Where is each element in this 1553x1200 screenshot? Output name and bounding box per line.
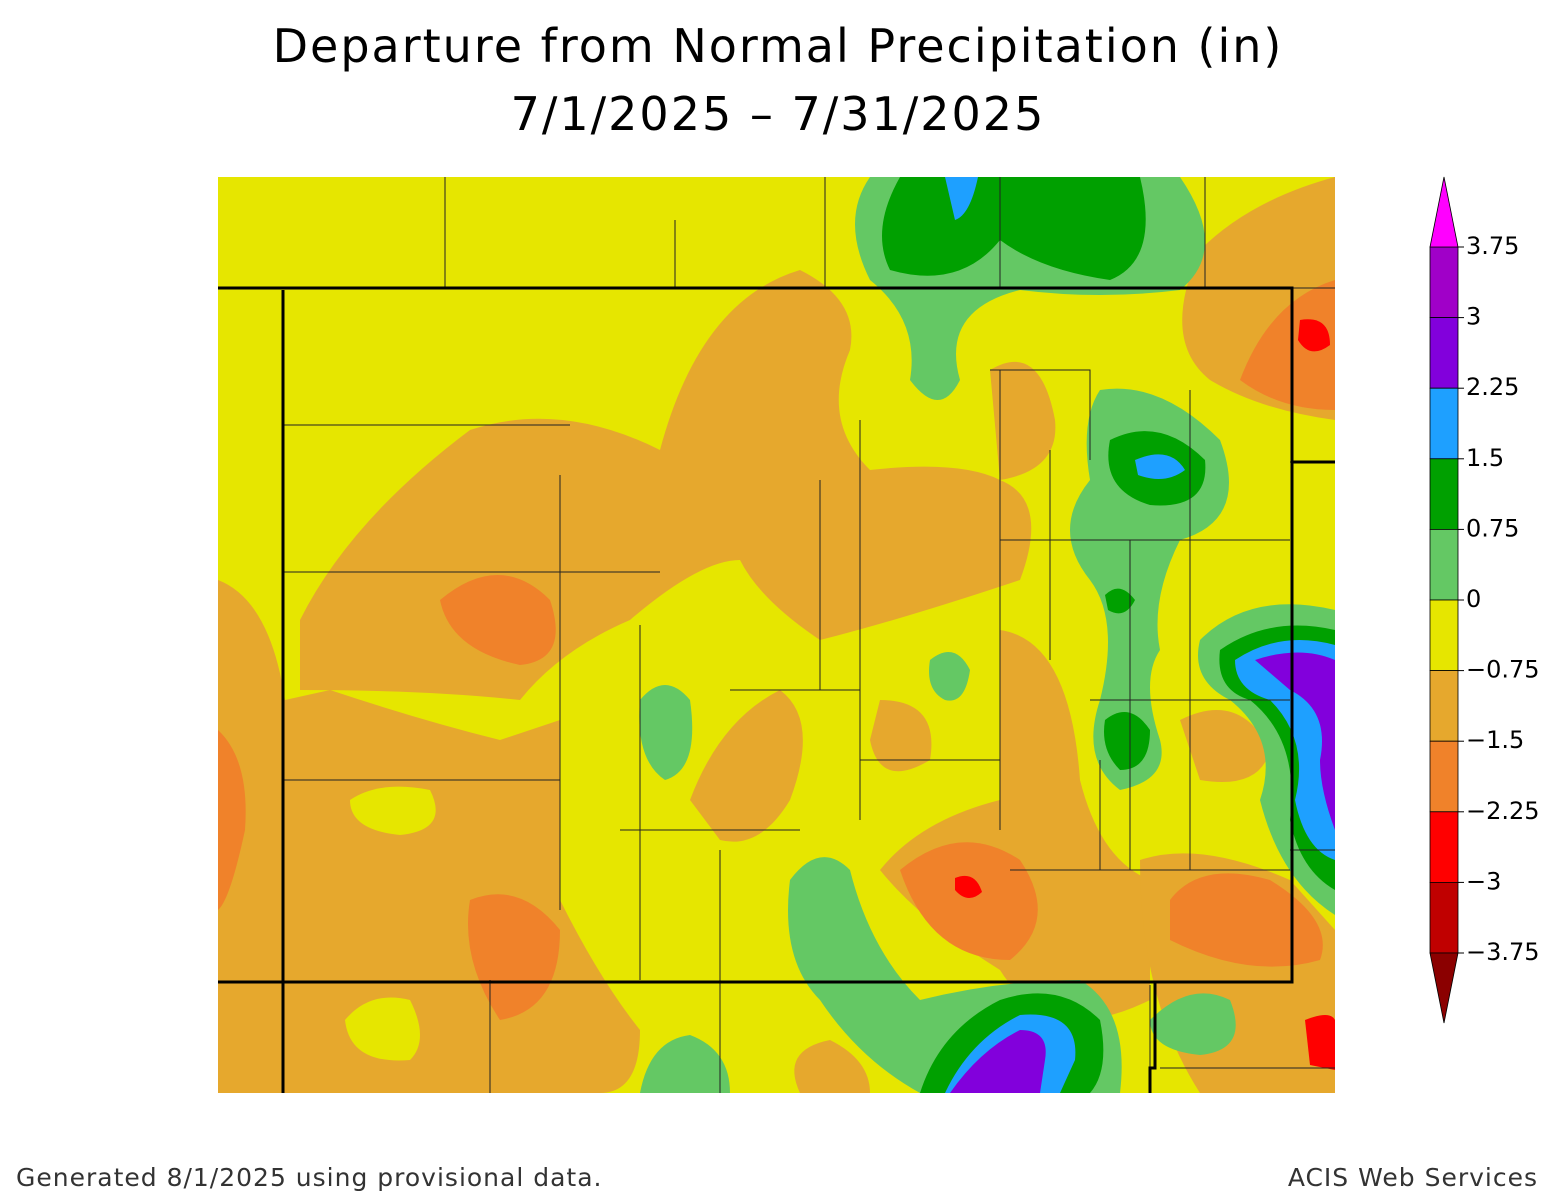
region: [900, 842, 1038, 960]
region: [690, 690, 803, 842]
legend-tick-label: 3.75: [1466, 232, 1519, 260]
region: [1104, 712, 1150, 770]
legend-bin: [1429, 811, 1459, 883]
region: [1305, 1015, 1335, 1070]
region: [990, 361, 1056, 480]
legend-bin: [1429, 246, 1459, 318]
region: [870, 700, 932, 772]
precip-field: [218, 177, 1335, 1093]
legend-tick-label: −3.75: [1466, 938, 1540, 966]
legend-tick-label: 0: [1466, 585, 1481, 613]
region: [1170, 873, 1323, 967]
map: [218, 177, 1335, 1093]
legend-bin: [1429, 458, 1459, 530]
region: [1180, 710, 1270, 782]
region: [1135, 454, 1185, 479]
region: [1298, 319, 1330, 352]
legend-bin: [1429, 740, 1459, 813]
legend-bin: [1429, 529, 1459, 601]
legend-tick-label: 3: [1466, 303, 1481, 331]
color-legend: 3.75 3 2.25 1.5 0.75 0 −0.75 −1.5 −2.25 −3 −3.75: [1429, 176, 1540, 1024]
region: [950, 1030, 1046, 1093]
region: [218, 730, 246, 910]
legend-tick-label: 1.5: [1466, 444, 1504, 472]
region: [1150, 993, 1236, 1055]
region: [345, 997, 420, 1061]
legend-bin: [1429, 387, 1459, 460]
region: [350, 786, 436, 835]
map-title: Departure from Normal Precipitation (in): [273, 19, 1284, 73]
region: [1240, 280, 1335, 410]
legend-bin: [1429, 317, 1459, 389]
legend-tick-label: 2.25: [1466, 373, 1519, 401]
legend-bin: [1429, 882, 1459, 954]
legend-bin: [1429, 599, 1459, 671]
region: [882, 177, 1146, 280]
region: [1105, 588, 1135, 614]
region: [794, 1040, 870, 1093]
region: [440, 575, 556, 665]
legend-tick-label: −1.5: [1466, 726, 1524, 754]
region: [945, 177, 978, 220]
legend-tick-label: −2.25: [1466, 797, 1540, 825]
state-border: [218, 286, 1335, 1093]
footer-note: Generated 8/1/2025 using provisional dat…: [16, 1163, 603, 1192]
region: [955, 875, 982, 899]
legend-over-arrow: [1429, 176, 1459, 248]
region: [1255, 652, 1335, 830]
legend-under-arrow: [1429, 952, 1459, 1024]
footer-credit: ACIS Web Services: [1288, 1163, 1538, 1192]
legend-tick-label: −3: [1466, 867, 1501, 895]
map-subtitle: 7/1/2025 – 7/31/2025: [511, 87, 1046, 141]
legend-bin: [1429, 670, 1459, 742]
region: [640, 1035, 730, 1093]
region: [639, 685, 693, 780]
legend-tick-label: −0.75: [1466, 656, 1540, 684]
legend-tick-label: 0.75: [1466, 514, 1519, 542]
region: [929, 652, 970, 701]
region: [468, 894, 560, 1020]
